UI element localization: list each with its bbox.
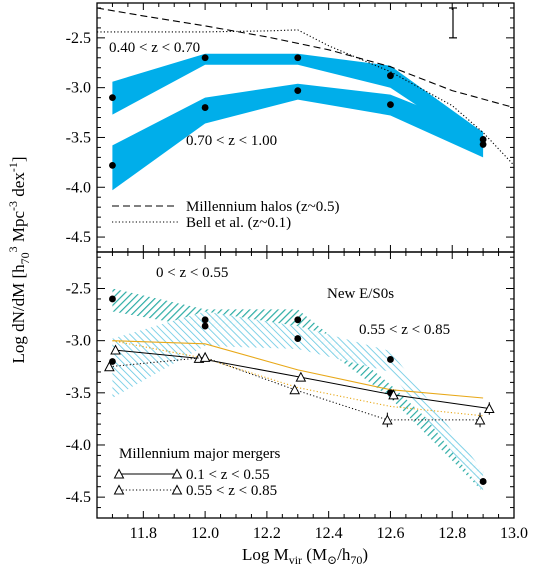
data-point [109,161,116,169]
x-tick-label: 12.6 [376,525,404,542]
line-series-4 [97,29,514,166]
y-tick-label: -3.5 [66,385,91,402]
y-tick-label: -3.0 [66,333,91,350]
bottom-panel: 11.8 12.0 12.2 12.4 12.6 12.8 13.0 -2.5 -3.0 -3.5… [66,251,528,542]
annotation-z-range-1: 0.40 < z < 0.70 [109,40,200,56]
data-point [201,54,209,62]
triangle-marker [110,344,121,355]
triangle-marker [474,414,486,425]
x-tick-label: 11.8 [130,525,157,542]
band-series-1 [112,288,484,492]
data-point [201,316,209,324]
x-tick-label: 12.2 [253,525,281,542]
legend-label-bell: Bell et al. (z~0.1) [186,215,291,231]
y-tick-label: -2.5 [66,281,91,298]
plot-area [104,288,495,492]
triangle-marker [295,371,307,382]
data-point [294,54,302,62]
top-panel: -2.5 -3.0 -3.5 -4.0 -4.5 0.40 < z < 0.70 0.70 … [66,2,515,253]
line-series-3 [97,7,514,109]
data-point [479,478,487,485]
triangle-marker [104,361,115,372]
data-point [294,335,302,342]
annotation-z-high: 0.55 < z < 0.85 [359,322,450,338]
y-tick-label: -3.0 [66,80,91,97]
x-axis-label: Log Mvir (M⊙/h70) [242,545,368,567]
legend-label-z-range-1: 0.1 < z < 0.55 [186,467,270,483]
data-point [109,94,116,102]
triangle-marker [483,402,495,413]
y-tick-label: -4.5 [66,229,91,246]
data-point [201,104,209,111]
annotation-new-es0: New E/S0s [327,286,394,302]
line-series-4 [112,340,484,417]
legend-triangle-marker [171,484,183,495]
annotation-z-low: 0 < z < 0.55 [156,265,228,281]
line-series-3 [112,340,484,399]
data-point [479,136,487,143]
y-tick-label: -2.5 [66,30,91,47]
y-axis-label: Log dN/dM [h703 Mpc-3 dex-1] [6,156,32,363]
data-point [387,356,394,363]
data-point [479,141,487,148]
plot-area [97,7,514,191]
panel-frame [96,251,515,519]
data-point [294,316,302,324]
legend-triangle-marker [113,484,125,495]
y-tick-label: -3.5 [66,129,91,146]
y-tick-label: -4.5 [66,489,91,506]
data-point [294,87,302,95]
x-tick-label: 13.0 [500,525,528,542]
triangle-marker [289,384,301,395]
y-tick-label: -4.0 [66,437,91,454]
data-point [109,295,116,303]
x-tick-label: 12.8 [438,525,466,542]
legend-title-mergers: Millennium major mergers [119,446,281,462]
data-point [109,358,116,365]
x-tick-label: 12.0 [191,525,219,542]
annotation-z-range-2: 0.70 < z < 1.00 [186,133,277,149]
legend-label-millennium-halos: Millennium halos (z~0.5) [186,199,340,215]
triangle-marker [388,389,399,400]
legend-label-z-range-2: 0.55 < z < 0.85 [186,483,277,499]
data-point [387,72,394,80]
x-tick-label: 12.4 [315,525,343,542]
y-tick-label: -4.0 [66,179,91,196]
triangle-marker [199,351,211,362]
data-point [201,322,209,330]
legend-triangle-marker [171,468,183,479]
legend-triangle-marker [113,468,125,479]
triangle-marker [382,414,393,425]
data-point [387,101,394,108]
